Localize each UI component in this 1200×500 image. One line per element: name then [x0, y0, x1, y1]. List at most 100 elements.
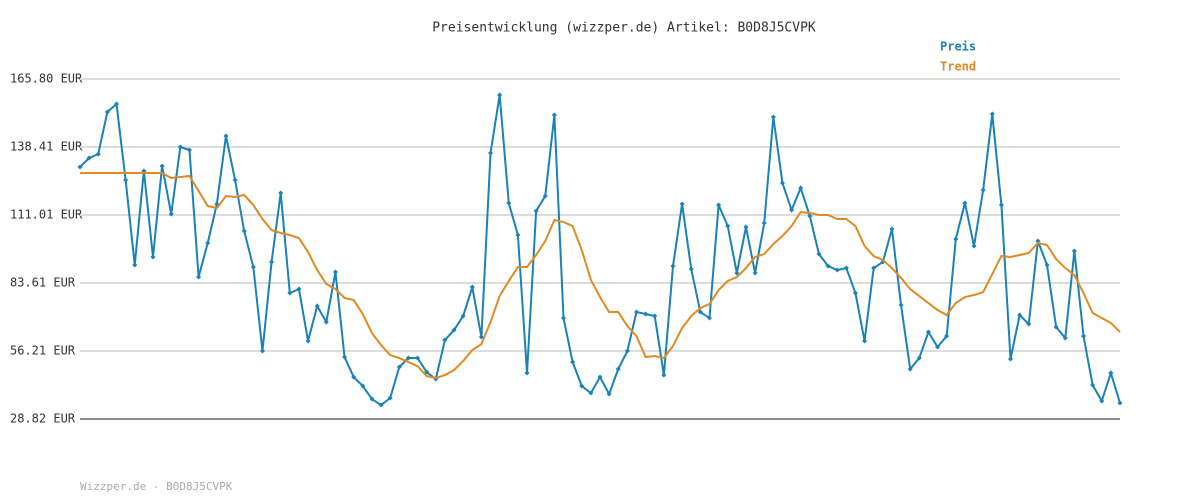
point-marker [871, 265, 877, 271]
point-marker [177, 144, 183, 150]
point-marker [1108, 370, 1114, 376]
point-marker [369, 396, 375, 402]
point-marker [323, 319, 329, 325]
point-marker [862, 338, 868, 344]
point-marker [971, 243, 977, 249]
point-marker [1026, 321, 1032, 327]
point-marker [633, 309, 639, 315]
point-marker [351, 374, 357, 380]
point-marker [825, 263, 831, 269]
point-marker [843, 265, 849, 271]
point-marker [241, 228, 247, 234]
point-marker [816, 251, 822, 257]
point-marker [761, 220, 767, 226]
point-marker [989, 111, 995, 117]
point-marker [1044, 262, 1050, 268]
point-marker [232, 177, 238, 183]
point-marker [342, 354, 348, 360]
point-marker [396, 364, 402, 370]
point-marker [314, 303, 320, 309]
point-marker [925, 329, 931, 335]
point-marker [278, 190, 284, 196]
point-marker [962, 200, 968, 206]
point-marker [697, 309, 703, 315]
series-line [79, 94, 1121, 407]
point-marker [150, 254, 156, 260]
point-marker [113, 101, 119, 107]
point-marker [624, 348, 630, 354]
point-marker [597, 374, 603, 380]
y-tick-label: 111.01 EUR [10, 207, 83, 221]
point-marker [132, 262, 138, 268]
point-marker [606, 391, 612, 397]
point-marker [196, 274, 202, 280]
point-marker [998, 202, 1004, 208]
point-marker [789, 207, 795, 213]
point-marker [670, 263, 676, 269]
point-marker [916, 355, 922, 361]
point-marker [442, 337, 448, 343]
point-marker [460, 313, 466, 319]
point-marker [77, 164, 83, 170]
point-marker [478, 334, 484, 340]
point-marker [615, 366, 621, 372]
point-marker [332, 269, 338, 275]
point-marker [852, 290, 858, 296]
point-marker [798, 185, 804, 191]
point-marker [944, 333, 950, 339]
point-marker [1090, 382, 1096, 388]
point-marker [159, 163, 165, 169]
point-marker [551, 112, 557, 118]
point-marker [1008, 356, 1014, 362]
footer: Wizzper.de - B0D8J5CVPK [80, 480, 233, 493]
point-marker [95, 151, 101, 157]
point-marker [725, 223, 731, 229]
point-marker [1053, 324, 1059, 330]
point-marker [679, 201, 685, 207]
point-marker [779, 180, 785, 186]
point-marker [889, 226, 895, 232]
point-marker [1117, 400, 1123, 406]
point-marker [542, 193, 548, 199]
y-tick-label: 83.61 EUR [10, 276, 76, 290]
point-marker [296, 286, 302, 292]
point-marker [497, 92, 503, 98]
point-marker [907, 366, 913, 372]
point-marker [770, 114, 776, 120]
point-marker [898, 302, 904, 308]
point-marker [415, 355, 421, 361]
point-marker [168, 211, 174, 217]
point-marker [305, 338, 311, 344]
point-marker [469, 284, 475, 290]
point-marker [86, 155, 92, 161]
point-marker [259, 348, 265, 354]
point-marker [652, 313, 658, 319]
y-tick-label: 165.80 EUR [10, 72, 83, 86]
point-marker [953, 236, 959, 242]
point-marker [752, 270, 758, 276]
point-marker [205, 240, 211, 246]
series-line [80, 172, 1121, 380]
point-marker [1017, 312, 1023, 318]
point-marker [506, 200, 512, 206]
point-marker [734, 270, 740, 276]
point-marker [378, 402, 384, 408]
y-tick-label: 138.41 EUR [10, 139, 83, 153]
point-marker [807, 213, 813, 219]
point-marker [1062, 335, 1068, 341]
point-marker [570, 359, 576, 365]
point-marker [533, 208, 539, 214]
point-marker [287, 290, 293, 296]
point-marker [588, 390, 594, 396]
point-marker [104, 109, 110, 115]
point-marker [935, 344, 941, 350]
point-marker [405, 355, 411, 361]
point-marker [980, 187, 986, 193]
point-marker [834, 267, 840, 273]
chart-title: Preisentwicklung (wizzper.de) Artikel: B… [432, 21, 816, 36]
point-marker [451, 327, 457, 333]
y-tick-label: 56.21 EUR [10, 344, 76, 358]
point-marker [688, 266, 694, 272]
point-marker [269, 259, 275, 265]
